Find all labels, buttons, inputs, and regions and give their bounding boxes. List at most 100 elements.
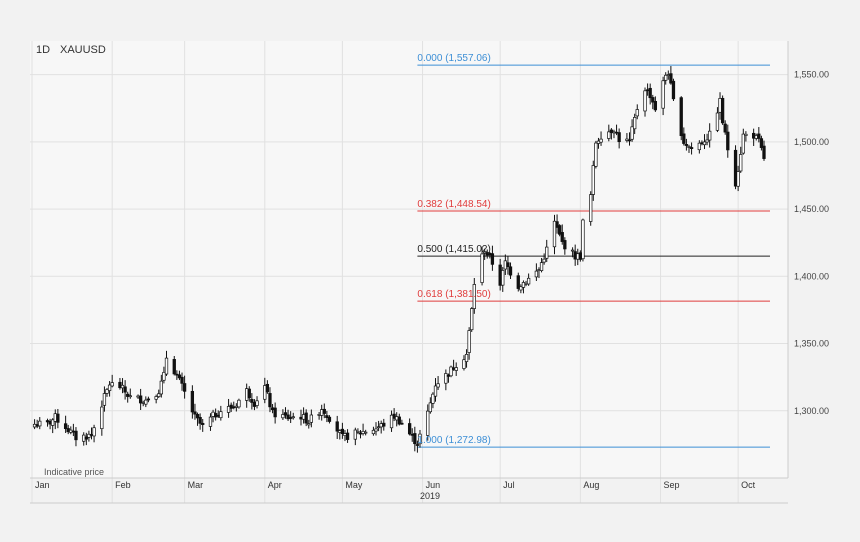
candle-body xyxy=(232,406,236,409)
x-tick-label: Oct xyxy=(741,480,756,490)
candle-body xyxy=(270,407,275,411)
candle-body xyxy=(428,402,432,413)
candle-body xyxy=(524,282,528,285)
candle-body xyxy=(286,414,290,420)
candle-body xyxy=(462,359,466,369)
candle-body xyxy=(625,138,629,141)
y-tick-label: 1,450.00 xyxy=(794,204,829,214)
candle-body xyxy=(537,269,541,271)
candle-body xyxy=(682,133,686,144)
candle-body xyxy=(397,416,401,425)
x-axis-ticks: Jan Feb Mar Apr May Jun Jul Aug Sep Oct xyxy=(35,480,756,490)
candle-body xyxy=(307,423,311,426)
candle-body xyxy=(100,406,104,430)
candle-body xyxy=(413,433,417,445)
candle-body xyxy=(273,407,277,418)
candle-body xyxy=(684,144,689,146)
candle-body xyxy=(382,422,386,427)
candle-body xyxy=(69,429,73,433)
candle-body xyxy=(744,133,748,136)
candle-body xyxy=(534,270,539,278)
timeframe-label: 1D xyxy=(36,44,50,56)
candle-body xyxy=(299,416,303,420)
candle-body xyxy=(705,139,709,143)
candle-body xyxy=(643,90,647,112)
candle-body xyxy=(123,386,127,393)
candle-body xyxy=(664,74,668,81)
candle-body xyxy=(539,262,544,271)
candle-body xyxy=(426,410,430,436)
candle-body xyxy=(120,384,125,389)
candle-body xyxy=(591,165,595,195)
candle-body xyxy=(635,109,639,117)
candle-body xyxy=(146,398,151,401)
candle-body xyxy=(322,408,326,414)
candle-body xyxy=(545,246,549,259)
candle-body xyxy=(578,252,583,260)
candle-body xyxy=(516,275,520,289)
candle-body xyxy=(589,194,593,222)
candle-body xyxy=(470,308,474,331)
candle-body xyxy=(247,388,251,399)
candle-body xyxy=(614,131,619,134)
candle-body xyxy=(216,414,220,417)
candle-body xyxy=(126,393,130,397)
candle-body xyxy=(480,253,484,283)
candle-body xyxy=(573,251,577,260)
candle-body xyxy=(752,132,756,139)
candle-body xyxy=(195,414,200,419)
candle-body xyxy=(340,428,345,435)
candle-body xyxy=(157,393,161,397)
candle-body xyxy=(172,359,176,375)
candle-body xyxy=(508,266,513,276)
candle-body xyxy=(128,395,132,398)
candle-body xyxy=(570,249,575,252)
candle-body xyxy=(757,133,761,139)
fib-level-label: 0.500 (1,415.02) xyxy=(417,244,490,255)
candle-body xyxy=(335,421,339,432)
candle-body xyxy=(446,374,451,377)
candle-body xyxy=(82,434,86,442)
candle-body xyxy=(175,373,179,376)
candle-body xyxy=(506,262,510,268)
candle-body xyxy=(759,138,764,148)
candle-body xyxy=(338,430,342,433)
candle-body xyxy=(229,404,233,409)
candle-body xyxy=(594,142,598,167)
candle-body xyxy=(666,74,670,76)
candle-body xyxy=(219,411,223,419)
candle-body xyxy=(144,399,148,405)
candle-body xyxy=(617,132,621,143)
candle-body xyxy=(353,429,357,440)
candle-body xyxy=(498,264,502,286)
candle-body xyxy=(563,240,567,250)
candle-body xyxy=(190,390,195,413)
y-tick-label: 1,550.00 xyxy=(794,70,829,80)
candle-body xyxy=(415,444,420,446)
x-tick-label: Apr xyxy=(268,480,282,490)
candle-body xyxy=(454,367,458,371)
candle-body xyxy=(754,135,758,139)
candle-body xyxy=(283,412,288,416)
candle-body xyxy=(56,413,60,423)
plot-area xyxy=(30,41,788,478)
x-tick-label: Jan xyxy=(35,480,50,490)
candle-body xyxy=(436,383,440,388)
candle-body xyxy=(708,130,712,141)
candle-body xyxy=(364,431,368,434)
candle-body xyxy=(51,419,55,426)
candle-body xyxy=(237,399,241,408)
candle-body xyxy=(630,126,634,140)
candle-body xyxy=(265,383,270,393)
candle-body xyxy=(136,395,140,398)
fib-level-label: 0.618 (1,381.50) xyxy=(417,289,490,300)
candle-body xyxy=(250,398,254,403)
candle-body xyxy=(141,402,145,404)
candle-body xyxy=(177,374,182,379)
indicative-price-note: Indicative price xyxy=(44,467,104,477)
candle-body xyxy=(395,416,399,421)
candle-body xyxy=(576,253,580,260)
candle-body xyxy=(560,232,564,242)
candle-body xyxy=(281,414,285,419)
candle-body xyxy=(371,429,376,435)
